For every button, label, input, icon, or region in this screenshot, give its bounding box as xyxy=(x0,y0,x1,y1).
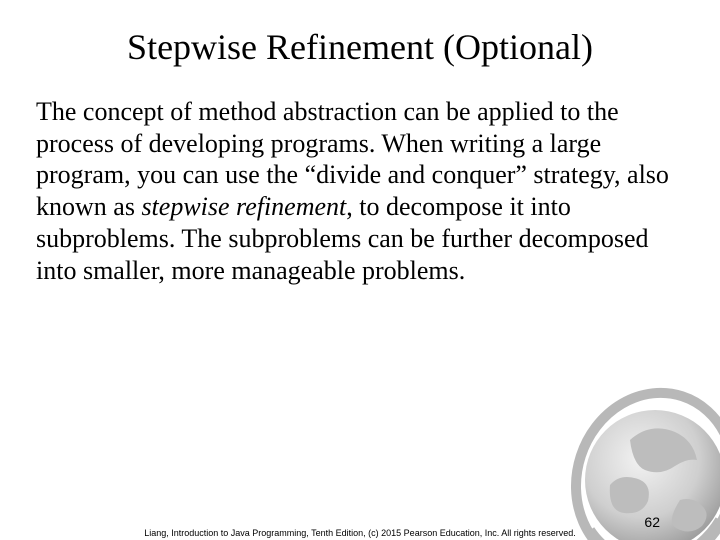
slide: Stepwise Refinement (Optional) The conce… xyxy=(0,0,720,540)
globe-icon xyxy=(540,370,720,540)
slide-body: The concept of method abstraction can be… xyxy=(36,96,684,286)
page-number: 62 xyxy=(644,514,660,530)
body-text-italic: stepwise refinement xyxy=(141,192,346,221)
footer-text: Liang, Introduction to Java Programming,… xyxy=(0,528,720,538)
slide-title: Stepwise Refinement (Optional) xyxy=(36,26,684,68)
